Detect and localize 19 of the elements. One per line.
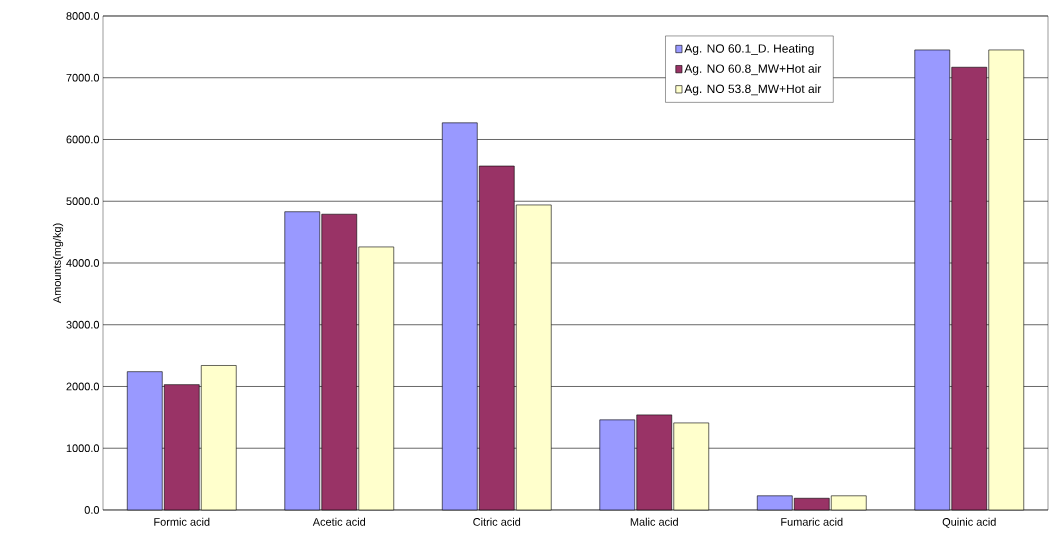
legend-label: Ag. NO 60.1_D. Heating — [684, 43, 814, 56]
y-tick-label: 2000.0 — [66, 382, 100, 391]
x-tick-label: Formic acid — [154, 517, 210, 526]
y-tick-label: 5000.0 — [66, 197, 100, 206]
y-tick-label: 1000.0 — [66, 444, 100, 453]
x-tick-label: Acetic acid — [312, 517, 366, 526]
legend-label: Ag. NO 53.8_MW+Hot air — [684, 84, 822, 96]
x-tick-label: Fumaric acid — [781, 517, 843, 526]
y-axis-title: Amounts(mg/kg) — [52, 223, 64, 304]
y-tick-label: 6000.0 — [66, 135, 100, 144]
y-tick-label: 8000.0 — [66, 12, 100, 20]
y-tick-label: 3000.0 — [66, 320, 100, 329]
legend-label: Ag. NO 60.8_MW+Hot air — [684, 64, 822, 76]
x-tick-label: Quinic acid — [942, 517, 996, 528]
x-tick-label: Malic acid — [630, 517, 678, 526]
y-tick-label: 0.0 — [84, 506, 100, 514]
x-tick-label: Citric acid — [473, 517, 521, 526]
y-tick-label: 4000.0 — [66, 259, 100, 267]
y-tick-label: 7000.0 — [66, 73, 100, 82]
